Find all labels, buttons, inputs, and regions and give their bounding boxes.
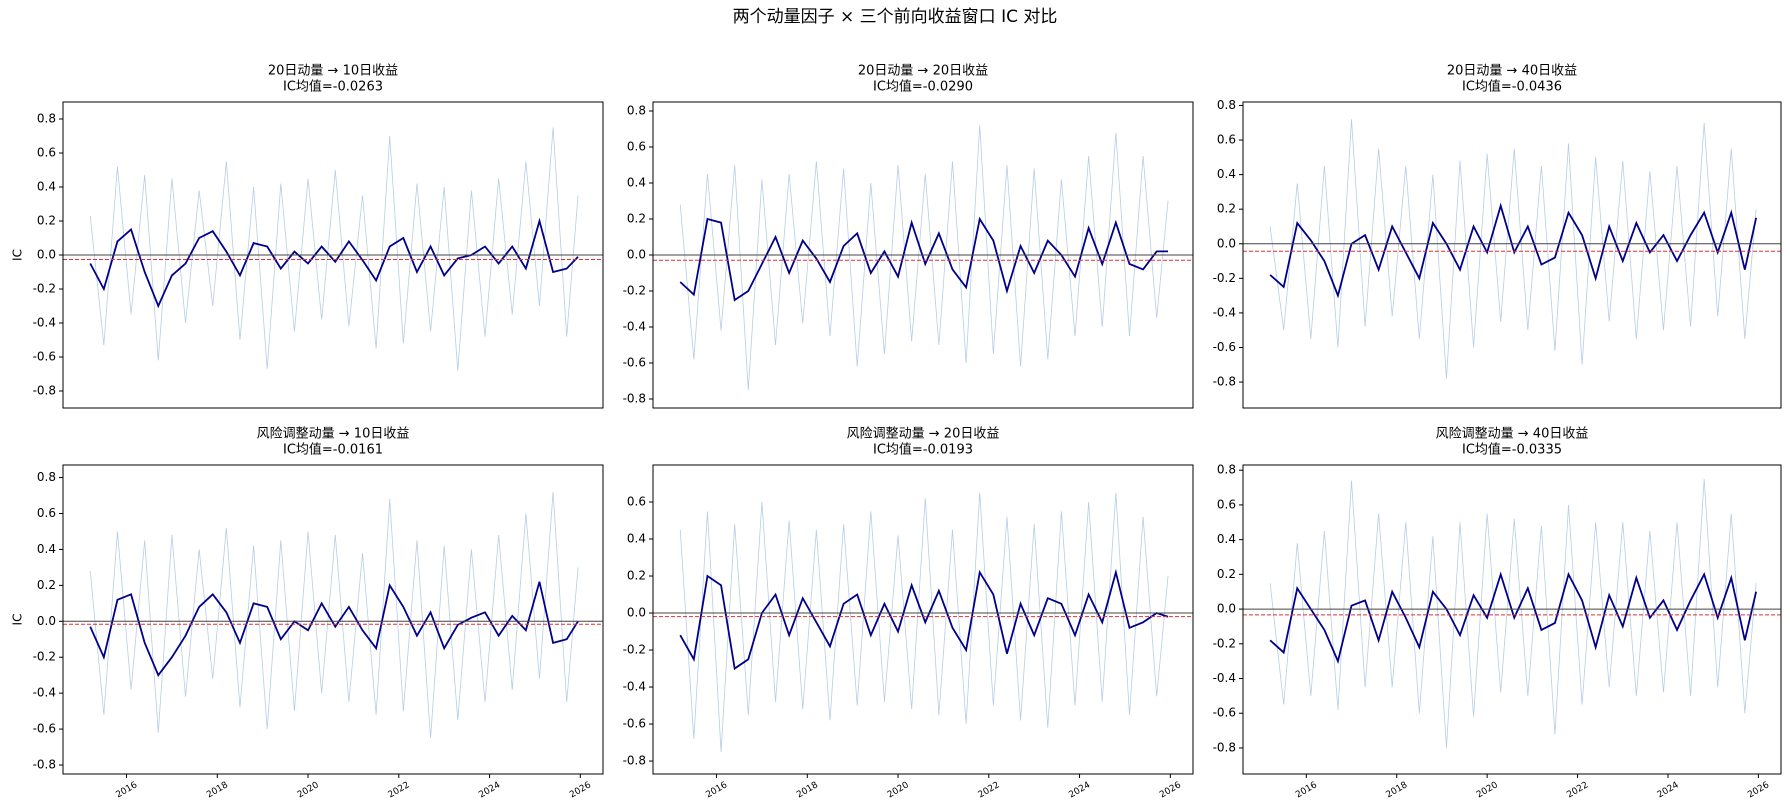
axes-frame [1242, 101, 1782, 409]
y-tick-label: -0.6 [1213, 340, 1236, 354]
y-tick-label: -0.6 [1213, 706, 1236, 720]
chart-subtitle: IC均值=-0.0436 [1462, 79, 1562, 95]
y-tick-label: -0.6 [623, 717, 646, 731]
ic-line [89, 491, 579, 739]
ic-line [679, 492, 1169, 752]
y-axis-label: IC [11, 249, 25, 261]
y-tick-label: 0.6 [1217, 497, 1236, 511]
ic-line [1269, 478, 1757, 748]
y-tick-label: -0.6 [623, 356, 646, 370]
y-tick-label: -0.6 [33, 722, 56, 736]
y-tick-label: 0.2 [627, 212, 646, 226]
chart-title: 风险调整动量 → 20日收益 [847, 427, 1000, 442]
y-tick-label: -0.8 [623, 754, 646, 768]
y-tick-label: 0.0 [37, 614, 56, 628]
axes-frame [1242, 464, 1782, 775]
ic-line [1269, 119, 1757, 379]
y-tick-label: -0.4 [623, 320, 646, 334]
plot-area [63, 127, 603, 371]
y-tick-label: 0.4 [1217, 167, 1236, 181]
y-tick-label: 0.2 [1217, 202, 1236, 216]
y-tick-label: 0.2 [1217, 567, 1236, 581]
y-tick-label: 0.8 [1217, 463, 1236, 477]
chart-title: 风险调整动量 → 10日收益 [257, 427, 410, 442]
y-tick-label: -0.2 [33, 650, 56, 664]
y-tick-label: -0.8 [1213, 375, 1236, 389]
y-tick-label: 0.0 [37, 248, 56, 262]
y-tick-label: 0.0 [627, 606, 646, 620]
axes-frame [652, 101, 1194, 409]
y-tick-label: 0.2 [627, 569, 646, 583]
y-tick-label: -0.2 [33, 282, 56, 296]
chart-title: 20日动量 → 40日收益 [1447, 64, 1577, 79]
rolling-ic-line [1269, 571, 1758, 664]
figure-title: 两个动量因子 × 三个前向收益窗口 IC 对比 [733, 7, 1058, 27]
ic-line [89, 127, 579, 371]
y-tick-label: 0.8 [1217, 98, 1236, 112]
y-tick-label: -0.4 [1213, 671, 1236, 685]
y-tick-label: -0.2 [623, 284, 646, 298]
y-tick-label: -0.4 [623, 680, 646, 694]
y-tick-label: 0.6 [1217, 133, 1236, 147]
plot-area [1243, 478, 1781, 748]
axes-frame [652, 464, 1194, 775]
y-tick-label: 0.0 [1217, 236, 1236, 250]
chart-subtitle: IC均值=-0.0161 [283, 442, 383, 458]
plot-area [653, 492, 1193, 752]
axes-frame [62, 464, 604, 775]
y-tick-label: -0.4 [33, 316, 56, 330]
y-tick-label: 0.6 [627, 140, 646, 154]
y-tick-label: 0.8 [37, 470, 56, 484]
y-axis-label: IC [11, 614, 25, 626]
plot-area [63, 491, 603, 739]
rolling-ic-line [679, 216, 1169, 302]
rolling-ic-line [89, 217, 579, 309]
y-tick-label: -0.8 [33, 384, 56, 398]
y-tick-label: 0.2 [37, 578, 56, 592]
chart-subtitle: IC均值=-0.0335 [1462, 442, 1562, 458]
y-tick-label: 0.4 [1217, 532, 1236, 546]
y-tick-label: 0.2 [37, 214, 56, 228]
chart-subtitle: IC均值=-0.0290 [873, 79, 973, 95]
y-tick-label: -0.4 [1213, 305, 1236, 319]
chart-subtitle: IC均值=-0.0193 [873, 442, 973, 458]
chart-title: 20日动量 → 10日收益 [268, 64, 398, 79]
y-tick-label: -0.8 [623, 392, 646, 406]
chart-title: 风险调整动量 → 40日收益 [1436, 427, 1589, 442]
y-tick-label: -0.4 [33, 686, 56, 700]
y-tick-label: 0.4 [627, 532, 646, 546]
ic-line [679, 125, 1169, 391]
y-tick-label: 0.4 [627, 176, 646, 190]
y-tick-label: 0.6 [627, 495, 646, 509]
chart-title: 20日动量 → 20日收益 [858, 64, 988, 79]
y-tick-label: -0.2 [623, 643, 646, 657]
y-tick-label: 0.6 [37, 506, 56, 520]
y-tick-label: -0.6 [33, 350, 56, 364]
y-tick-label: 0.8 [37, 112, 56, 126]
chart-subtitle: IC均值=-0.0263 [283, 79, 383, 95]
plot-area [1243, 119, 1781, 379]
y-tick-label: -0.2 [1213, 271, 1236, 285]
y-tick-label: 0.0 [627, 248, 646, 262]
y-tick-label: -0.2 [1213, 636, 1236, 650]
y-tick-label: -0.8 [33, 758, 56, 772]
rolling-ic-line [89, 581, 579, 677]
y-tick-label: 0.4 [37, 542, 56, 556]
plot-area [653, 125, 1193, 391]
y-tick-label: 0.6 [37, 146, 56, 160]
y-tick-label: 0.4 [37, 180, 56, 194]
axes-frame [62, 101, 604, 409]
y-tick-label: -0.8 [1213, 740, 1236, 754]
y-tick-label: 0.0 [1217, 602, 1236, 616]
y-tick-label: 0.8 [627, 104, 646, 118]
